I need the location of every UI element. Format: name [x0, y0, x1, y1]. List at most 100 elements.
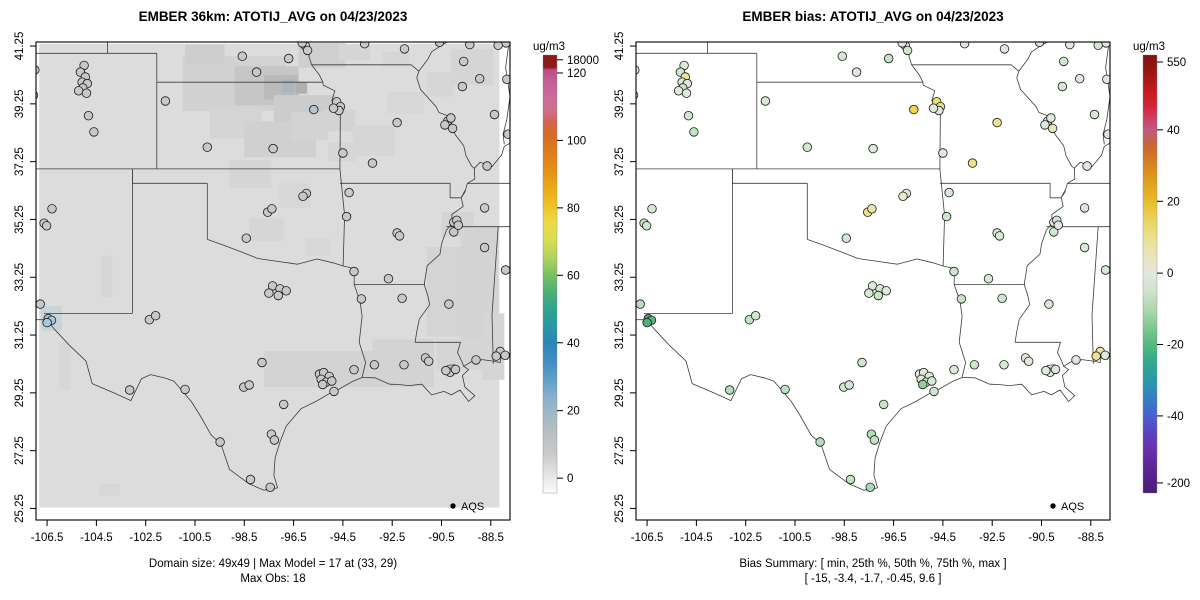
state-border — [939, 182, 1066, 199]
station-point — [1046, 113, 1056, 123]
state-border — [873, 377, 963, 489]
x-tick-label: -98.5 — [231, 532, 257, 544]
station-point — [441, 365, 451, 376]
station-point — [1058, 56, 1069, 67]
y-tick-label: 41.25 — [614, 32, 626, 61]
state-border — [646, 319, 878, 491]
station-point — [1101, 42, 1110, 48]
station-point — [881, 286, 891, 296]
station-point — [349, 266, 359, 277]
model-grid-cell — [229, 160, 272, 188]
station-point — [471, 355, 481, 365]
station-point — [344, 187, 354, 198]
station-point — [73, 86, 84, 96]
station-point — [298, 191, 308, 202]
right-legend-aqs-label: AQS — [1061, 501, 1084, 513]
station-point — [1047, 123, 1058, 134]
station-point — [215, 437, 225, 447]
station-point — [897, 42, 907, 48]
station-point — [41, 221, 52, 231]
station-point — [865, 482, 875, 493]
station-point — [1071, 355, 1081, 365]
model-grid-cell — [387, 92, 425, 114]
station-point — [927, 376, 937, 386]
station-point — [450, 364, 461, 375]
state-border — [807, 239, 944, 267]
station-point — [367, 158, 378, 168]
y-tick-label: 37.25 — [614, 147, 626, 176]
station-point — [83, 110, 94, 121]
station-point — [500, 350, 510, 361]
station-point — [869, 435, 880, 445]
station-point — [150, 311, 161, 321]
state-border — [415, 341, 465, 367]
right-colorbar-unit-label: ug/m3 — [1133, 41, 1165, 53]
right-legend-aqs-dot-icon — [1050, 503, 1056, 509]
station-point — [1074, 73, 1085, 84]
station-point — [1102, 74, 1110, 84]
state-border — [911, 64, 1020, 72]
model-grid-cell — [305, 238, 331, 256]
station-point — [447, 123, 458, 134]
left-legend-aqs-label: AQS — [461, 501, 484, 513]
station-point — [202, 142, 213, 152]
station-point — [1065, 42, 1075, 50]
colorbar-tick-label: -40 — [1167, 411, 1184, 423]
station-point — [938, 148, 948, 158]
station-point — [909, 104, 919, 115]
left-panel-title: EMBER 36km: ATOTIJ_AVG on 04/23/2023 — [139, 9, 408, 24]
station-point — [284, 53, 294, 64]
y-tick-label: 31.25 — [14, 321, 26, 350]
model-grid-cell — [291, 112, 329, 140]
x-tick-label: -96.5 — [880, 532, 906, 544]
station-point — [750, 311, 761, 321]
station-point — [636, 299, 645, 309]
station-point — [647, 204, 657, 214]
left-map-area — [36, 42, 510, 508]
station-point — [837, 51, 848, 61]
station-point — [1079, 242, 1090, 253]
station-point — [681, 88, 692, 98]
station-point — [491, 351, 501, 361]
model-grid-cell — [185, 44, 225, 64]
station-point — [392, 117, 402, 128]
station-point — [399, 44, 410, 54]
colorbar-tick-label: 80 — [567, 203, 580, 215]
plot-frame — [35, 41, 511, 521]
x-tick-label: -92.5 — [979, 532, 1005, 544]
left-caption-line2: Max Obs: 18 — [240, 573, 305, 585]
y-tick-label: 39.25 — [614, 89, 626, 118]
station-point — [399, 360, 409, 370]
station-point — [180, 384, 190, 395]
station-point — [383, 274, 394, 284]
state-border — [1102, 42, 1110, 145]
station-point — [959, 42, 970, 49]
station-point — [780, 384, 790, 395]
station-point — [397, 293, 407, 304]
y-tick-label: 27.25 — [614, 436, 626, 465]
station-point — [453, 220, 464, 230]
state-border — [502, 42, 510, 145]
state-border — [339, 107, 341, 169]
station-point — [356, 294, 367, 304]
station-point — [999, 44, 1010, 54]
colorbar-tick-label: 40 — [1167, 125, 1180, 137]
y-tick-label: 35.25 — [14, 205, 26, 234]
station-point — [929, 386, 939, 397]
model-grid-cell — [352, 125, 395, 156]
x-tick-label: -102.5 — [729, 532, 762, 544]
station-point — [338, 148, 348, 158]
state-border — [491, 226, 499, 364]
station-point — [267, 204, 277, 214]
station-point — [802, 142, 813, 152]
station-point — [279, 399, 289, 410]
station-point — [47, 204, 57, 214]
station-point — [994, 231, 1005, 241]
colorbar-tick-label: 20 — [1167, 196, 1180, 208]
y-tick-label: 33.25 — [14, 263, 26, 292]
station-point — [1040, 120, 1050, 130]
station-point — [501, 42, 510, 48]
x-tick-label: -104.5 — [80, 532, 113, 544]
